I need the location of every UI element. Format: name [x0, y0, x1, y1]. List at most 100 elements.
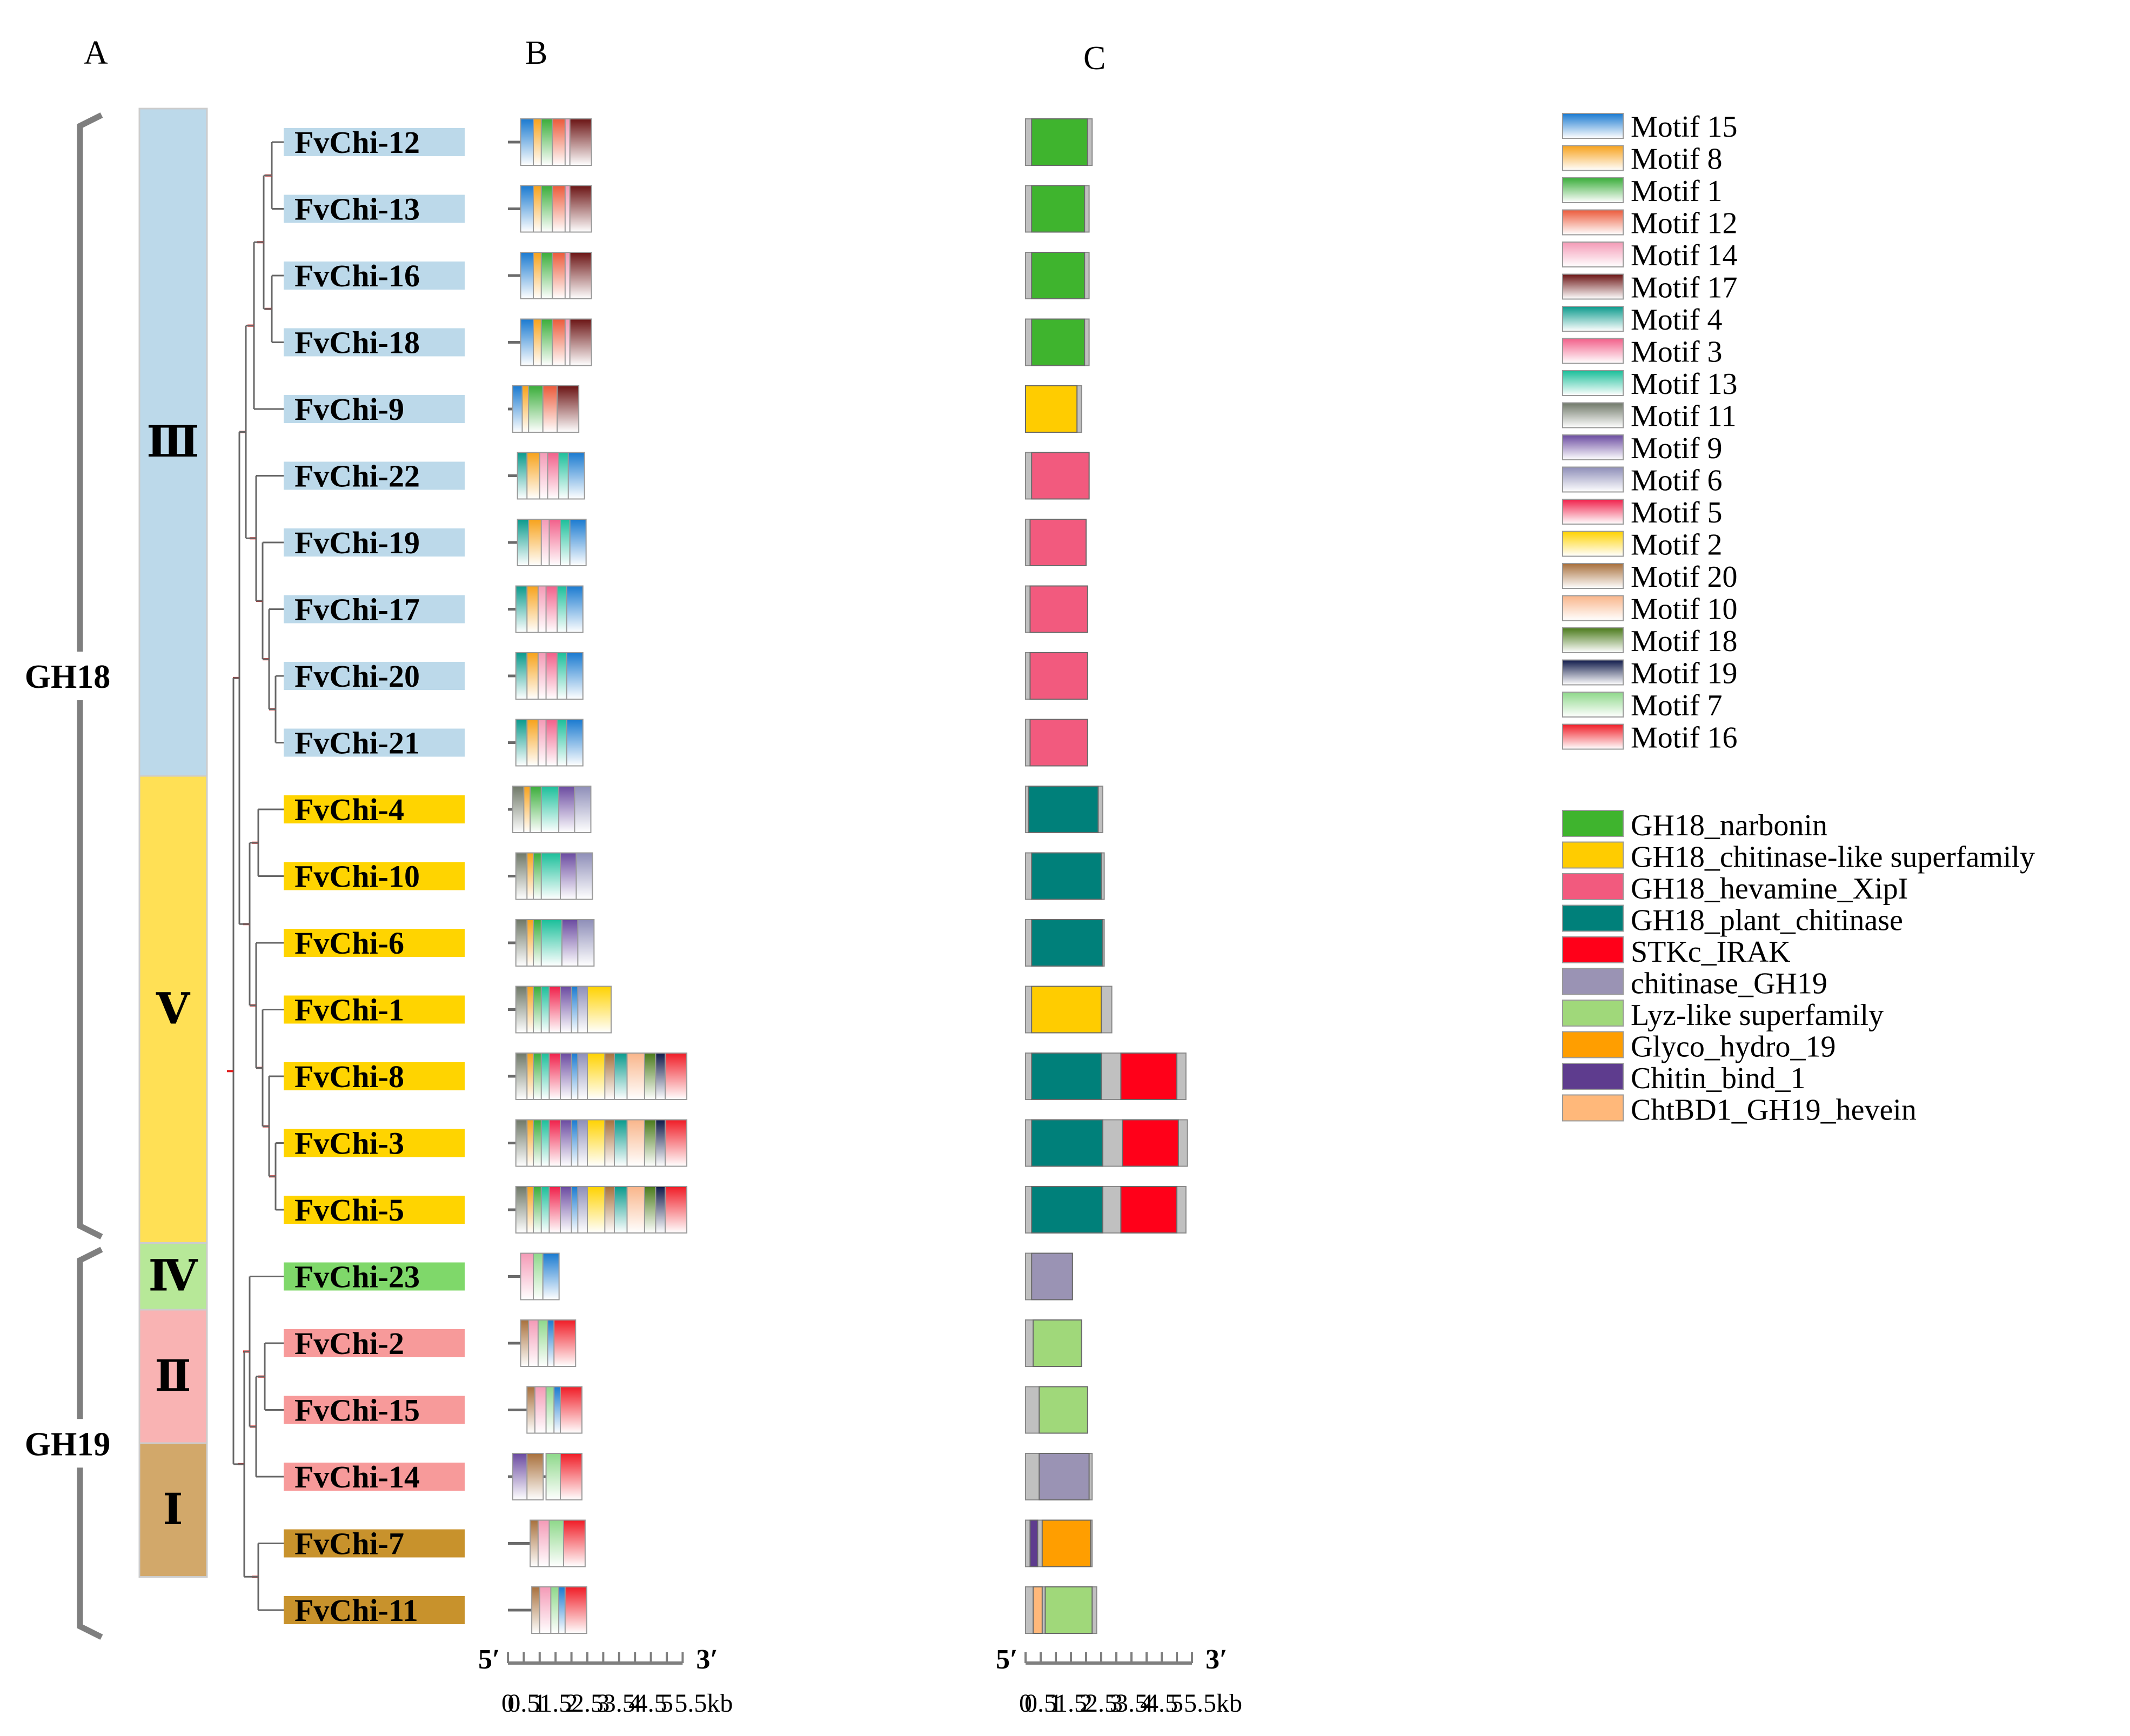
gene-label: FvChi-18: [294, 325, 420, 360]
gene-label: FvChi-11: [294, 1593, 418, 1628]
motif-axis-tick-label: 2.5: [571, 1689, 604, 1718]
domain-lyz-box: [1044, 1586, 1093, 1634]
gene-label: FvChi-20: [294, 659, 420, 694]
motif-13-box: [540, 852, 564, 900]
gene-label-bg: [284, 395, 465, 423]
gene-label-bg: [284, 728, 465, 757]
domain-legend-label: STKc_IRAK: [1631, 935, 1791, 969]
domain-hevamine-box: [1029, 519, 1087, 566]
motif-17-box: [569, 318, 592, 366]
motif-axis-tick-label: 2: [565, 1689, 578, 1718]
domain-axis-tick-label: 0.5: [1024, 1689, 1057, 1718]
domain-narbonin-box: [1031, 252, 1086, 299]
domain-hevamine-box: [1029, 652, 1088, 700]
gene-label-bg: [284, 1262, 465, 1291]
domain-legend-swatch: [1562, 1000, 1624, 1027]
motif-16-box: [560, 1386, 583, 1434]
domain-narbonin-box: [1031, 318, 1086, 366]
motif-legend-swatch: [1562, 370, 1624, 396]
domain-legend-swatch: [1562, 810, 1624, 837]
motif-20-box: [526, 1453, 544, 1500]
motif-legend-swatch: [1562, 466, 1624, 493]
motif-legend-label: Motif 9: [1631, 432, 1723, 465]
gene-label-bg: [284, 929, 465, 957]
motif-6-box: [575, 852, 593, 900]
motif-axis-tick-label: 3: [597, 1689, 609, 1718]
motif-9-box: [561, 919, 579, 967]
motif-legend-swatch: [1562, 242, 1624, 267]
domain-plant-box: [1028, 786, 1099, 833]
domain-legend-label: GH18_chitinase-like superfamily: [1631, 841, 2035, 874]
gene-label: FvChi-22: [294, 459, 420, 494]
motif-axis-tick-label: 4: [628, 1689, 641, 1718]
phylogenetic-tree: [227, 141, 284, 1611]
motif-legend-swatch: [1562, 499, 1624, 525]
gene-label: FvChi-3: [294, 1126, 404, 1161]
motif-15-box: [566, 585, 584, 633]
family-bracket: [77, 112, 103, 1239]
domain-glyco-box: [1041, 1519, 1091, 1567]
motif-17-box: [569, 185, 592, 233]
motif-legend-swatch: [1562, 563, 1624, 589]
panel-label-b: B: [525, 35, 547, 71]
domain-legend-swatch: [1562, 1094, 1624, 1122]
motif-axis-tick-label: 0: [501, 1689, 514, 1718]
domain-hevamine-box: [1029, 585, 1088, 633]
motif-legend-swatch: [1562, 273, 1624, 300]
gene-label-bg: [284, 1196, 465, 1224]
motif-legend-label: Motif 5: [1631, 496, 1723, 529]
domain-axis-tick-label: 5.5kb: [1184, 1689, 1242, 1718]
gene-label: FvChi-8: [294, 1059, 404, 1094]
motif-legend-swatch: [1562, 531, 1624, 557]
motif-15-box: [569, 519, 587, 566]
motif-legend-swatch: [1562, 338, 1624, 364]
motif-legend-label: Motif 19: [1631, 657, 1738, 691]
motif-16-box: [562, 1519, 586, 1567]
family-bracket: [77, 1246, 103, 1640]
motif-legend-swatch: [1562, 145, 1624, 171]
domain-axis-tick-label: 5: [1170, 1689, 1183, 1718]
motif-structure-panel: [508, 118, 688, 1634]
domain-gh19-box: [1039, 1453, 1090, 1500]
motif-9-box: [558, 786, 576, 833]
motif-legend-label: Motif 8: [1631, 143, 1723, 176]
gene-label: FvChi-23: [294, 1259, 420, 1295]
domain-legend-swatch: [1562, 1031, 1624, 1058]
subgroup-bar: [138, 1442, 208, 1578]
domain-legend-label: Glyco_hydro_19: [1631, 1030, 1836, 1064]
motif-legend-label: Motif 4: [1631, 303, 1723, 337]
domain-plant-box: [1031, 1053, 1102, 1100]
domain-narbonin-box: [1031, 118, 1088, 166]
motif-legend-swatch: [1562, 402, 1624, 428]
subgroup-label: Ⅲ: [146, 419, 199, 466]
subgroup-label: Ⅱ: [155, 1353, 191, 1400]
motif-axis-tick-label: 4.5: [635, 1689, 667, 1718]
motif-axis-tick-label: 5.5kb: [674, 1689, 733, 1718]
motif-legend-label: Motif 18: [1631, 625, 1738, 658]
gene-label-bg: [284, 1062, 465, 1090]
gene-label-bg: [284, 1129, 465, 1157]
gene-label-bg: [284, 461, 465, 490]
domain-legend-label: GH18_plant_chitinase: [1631, 904, 1903, 937]
subgroup-bar: [138, 1242, 208, 1311]
motif-legend-swatch: [1562, 595, 1624, 621]
motif-16-box: [564, 1586, 587, 1634]
domain-plant-box: [1031, 919, 1103, 967]
motif-legend-label: Motif 11: [1631, 400, 1736, 433]
gene-label: FvChi-13: [294, 192, 420, 227]
motif-legend-label: Motif 7: [1631, 689, 1723, 722]
motif-legend-label: Motif 15: [1631, 110, 1738, 144]
subgroup-label: Ⅳ: [149, 1253, 198, 1301]
domain-legend-label: ChtBD1_GH19_hevein: [1631, 1094, 1917, 1127]
motif-axis-tick-label: 1.5: [539, 1689, 572, 1718]
motif-axis-tick-label: 0.5: [507, 1689, 540, 1718]
scale-axis-motifs: 00.511.522.533.544.55 5.5kb 5′ 3′: [478, 1644, 733, 1718]
gene-label: FvChi-15: [294, 1393, 420, 1428]
motif-legend-swatch: [1562, 306, 1624, 332]
subgroup-bars: Ⅲ Ⅴ Ⅳ Ⅱ Ⅰ: [138, 108, 208, 1578]
gene-label: FvChi-4: [294, 792, 404, 827]
subgroup-label: Ⅴ: [156, 986, 191, 1034]
domain-gh19-box: [1031, 1252, 1073, 1301]
motif-legend-label: Motif 13: [1631, 367, 1738, 401]
domain-legend-swatch: [1562, 968, 1624, 995]
